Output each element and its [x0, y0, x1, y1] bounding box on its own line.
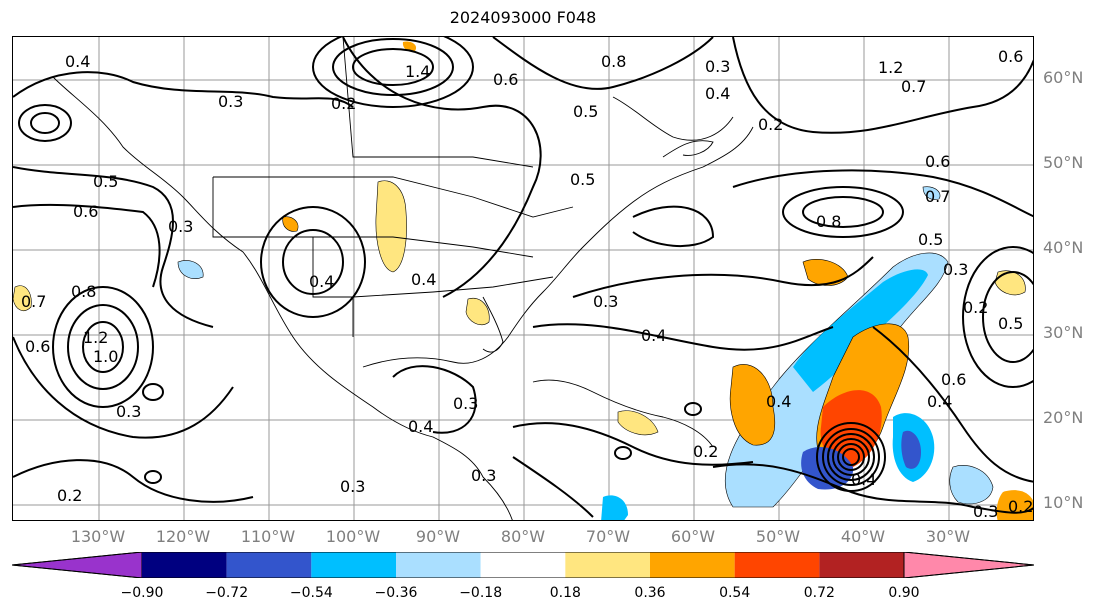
contour-label: 0.2: [331, 94, 356, 113]
colorbar-extend-low: [12, 552, 143, 578]
contour-label: 0.6: [73, 202, 98, 221]
contour-label: 0.3: [116, 402, 141, 421]
contour-label: 1.0: [93, 347, 118, 366]
colorbar-segment: [819, 552, 904, 578]
colorbar-segment: [480, 552, 566, 578]
lon-label: 90°W: [415, 527, 461, 546]
contour-label: 0.8: [601, 52, 626, 71]
colorbar-segment: [311, 552, 396, 578]
contour-label: 0.2: [1008, 497, 1033, 516]
lat-label: 60°N: [1043, 68, 1084, 87]
contour-label: 0.3: [453, 394, 478, 413]
contour-label: 0.4: [408, 417, 433, 436]
contour-label: 0.4: [641, 326, 666, 345]
contour-label: 0.8: [816, 212, 841, 231]
contour-label: 0.2: [57, 486, 82, 505]
colorbar-tick-label: 0.72: [803, 585, 835, 601]
lat-label: 10°N: [1043, 493, 1084, 512]
lon-label: 40°W: [840, 527, 886, 546]
colorbar-tick-label: −0.18: [459, 585, 503, 601]
coastlines: [52, 37, 754, 520]
contour-label: 0.6: [941, 370, 966, 389]
map-title: 2024093000 F048: [449, 8, 597, 27]
contour-label: 1.2: [83, 328, 108, 347]
contour-label: 0.4: [411, 270, 436, 289]
lat-label: 40°N: [1043, 238, 1084, 257]
lat-label: 50°N: [1043, 153, 1084, 172]
contour-label: 0.5: [998, 314, 1023, 333]
lat-label: 30°N: [1043, 323, 1084, 342]
contour-label: 0.3: [471, 466, 496, 485]
contour-label: 0.5: [918, 230, 943, 249]
contour-label: 0.5: [570, 170, 595, 189]
contour-label: 0.7: [901, 77, 926, 96]
contour-label: 0.8: [71, 282, 96, 301]
contour-label: 0.3: [705, 57, 730, 76]
colorbar-segment: [396, 552, 481, 578]
contour-label: 0.4: [705, 84, 730, 103]
colorbar: [12, 552, 1034, 578]
contour-label: 0.4: [65, 52, 90, 71]
lon-label: 30°W: [925, 527, 971, 546]
contour-label: 0.5: [573, 102, 598, 121]
colorbar-tick-label: −0.90: [120, 585, 164, 601]
colorbar-tick-label: −0.72: [205, 585, 249, 601]
colorbar-segment: [226, 552, 312, 578]
lon-label: 110°W: [240, 527, 296, 546]
contour-label: 0.4: [309, 272, 334, 291]
contour-label: 0.6: [998, 47, 1023, 66]
map-svg: 0.4 0.3 0.2 1.4 0.8 0.6 0.3 0.4 1.2 0.7 …: [13, 37, 1033, 521]
colorbar-extend-high: [903, 552, 1034, 578]
contour-label: 0.3: [943, 260, 968, 279]
contour-label: 0.4: [851, 470, 876, 489]
contour-label: 0.2: [693, 442, 718, 461]
contour-label: 0.5: [93, 172, 118, 191]
contour-label: 0.3: [973, 502, 998, 521]
colorbar-tick-label: 0.54: [719, 585, 751, 601]
contour-label: 0.6: [493, 70, 518, 89]
lon-label: 100°W: [325, 527, 381, 546]
colorbar-tick-label: −0.54: [289, 585, 333, 601]
colorbar-segment: [734, 552, 820, 578]
contour-label: 0.7: [925, 187, 950, 206]
lon-label: 60°W: [670, 527, 716, 546]
contour-label: 0.2: [758, 115, 783, 134]
graticule: [13, 37, 1033, 520]
contour-label: 0.3: [218, 92, 243, 111]
lon-label: 70°W: [585, 527, 631, 546]
contour-label: 0.3: [593, 292, 618, 311]
colorbar-tick-label: 0.36: [634, 585, 666, 601]
lat-label: 20°N: [1043, 408, 1084, 427]
contour-label: 0.3: [168, 217, 193, 236]
contour-label: 0.7: [21, 292, 46, 311]
map-panel: 0.4 0.3 0.2 1.4 0.8 0.6 0.3 0.4 1.2 0.7 …: [12, 36, 1034, 521]
colorbar-tick-label: 0.18: [549, 585, 581, 601]
contour-label: 0.4: [927, 392, 952, 411]
contour-label: 0.2: [963, 298, 988, 317]
lon-label: 130°W: [70, 527, 126, 546]
contour-labels: 0.4 0.3 0.2 1.4 0.8 0.6 0.3 0.4 1.2 0.7 …: [21, 47, 1033, 521]
contour-label: 0.3: [340, 477, 365, 496]
colorbar-segment: [142, 552, 227, 578]
lon-label: 120°W: [155, 527, 211, 546]
contours: [13, 37, 1033, 518]
colorbar-tick-label: 0.90: [888, 585, 920, 601]
contour-label: 0.6: [925, 152, 950, 171]
colorbar-tick-label: −0.36: [374, 585, 418, 601]
contour-label: 0.4: [766, 392, 791, 411]
contour-label: 0.6: [25, 337, 50, 356]
colorbar-segment: [565, 552, 650, 578]
contour-label: 1.4: [405, 62, 430, 81]
lon-label: 50°W: [755, 527, 801, 546]
colorbar-segment: [650, 552, 735, 578]
lon-label: 80°W: [500, 527, 546, 546]
contour-label: 1.2: [878, 58, 903, 77]
